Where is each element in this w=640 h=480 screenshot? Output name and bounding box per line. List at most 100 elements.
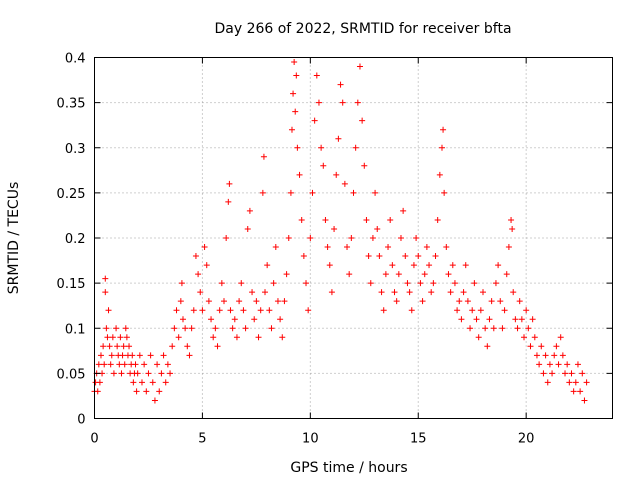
data-point <box>260 153 267 160</box>
data-point <box>147 352 154 359</box>
data-point <box>335 135 342 142</box>
data-point <box>212 325 219 332</box>
data-point <box>129 352 136 359</box>
data-point <box>133 388 140 395</box>
data-point <box>190 307 197 314</box>
data-point <box>171 325 178 332</box>
data-point <box>333 171 340 178</box>
data-point <box>406 289 413 296</box>
data-point <box>553 343 560 350</box>
data-point <box>113 325 120 332</box>
data-point <box>104 334 111 341</box>
data-point <box>324 244 331 251</box>
data-point <box>106 343 113 350</box>
data-point <box>117 334 124 341</box>
data-point <box>469 307 476 314</box>
data-point <box>188 325 195 332</box>
x-tick-label: 0 <box>90 432 98 447</box>
data-point <box>173 307 180 314</box>
data-point <box>352 144 359 151</box>
data-point <box>262 289 269 296</box>
y-tick-label: 0.3 <box>65 142 86 157</box>
data-point <box>417 280 424 287</box>
data-point <box>281 298 288 305</box>
data-point <box>449 262 456 269</box>
data-point <box>221 298 227 305</box>
data-point <box>359 117 366 124</box>
data-point <box>467 325 474 332</box>
data-point <box>122 325 129 332</box>
data-point <box>438 144 445 151</box>
data-point <box>244 225 251 232</box>
data-point <box>551 352 558 359</box>
x-tick-label: 20 <box>518 432 535 447</box>
data-point <box>236 298 243 305</box>
y-tick-labels: 0 0.05 0.1 0.15 0.2 0.25 0.3 0.35 0.4 <box>57 52 86 428</box>
data-point <box>231 316 238 323</box>
data-point <box>107 361 114 368</box>
data-point <box>216 307 223 314</box>
data-point <box>492 280 499 287</box>
data-point <box>105 307 112 314</box>
data-point <box>100 343 107 350</box>
data-point <box>430 280 437 287</box>
data-point <box>313 72 320 79</box>
data-point <box>130 379 137 386</box>
data-point <box>226 180 233 187</box>
data-point <box>458 316 465 323</box>
data-point <box>283 271 290 278</box>
data-point <box>441 189 448 196</box>
data-point <box>380 307 387 314</box>
data-point <box>307 235 314 241</box>
data-point <box>201 244 208 251</box>
data-point <box>341 180 348 187</box>
data-point <box>184 343 191 350</box>
data-point <box>361 162 368 169</box>
data-point <box>227 307 234 314</box>
data-point <box>238 280 245 287</box>
data-point <box>536 361 543 368</box>
data-point <box>102 289 109 296</box>
data-point <box>178 280 185 287</box>
data-point <box>154 361 161 368</box>
data-point <box>445 271 452 278</box>
y-tick-label: 0.1 <box>65 322 86 337</box>
data-point <box>363 216 370 223</box>
data-point <box>175 334 182 341</box>
data-point <box>391 289 398 296</box>
y-axis-label: SRMTID / TECUs <box>6 182 22 295</box>
data-point <box>339 99 346 106</box>
data-point <box>376 253 383 260</box>
data-point <box>477 307 484 314</box>
data-point <box>421 271 428 278</box>
data-point <box>568 370 575 377</box>
data-point <box>402 253 409 260</box>
data-point <box>378 289 385 296</box>
data-point <box>320 162 327 169</box>
data-point <box>570 388 577 395</box>
data-point <box>132 361 139 368</box>
data-point <box>348 235 355 241</box>
data-point <box>510 289 517 296</box>
data-point <box>451 280 458 287</box>
data-point <box>136 352 143 359</box>
data-point <box>116 361 123 368</box>
data-point <box>164 361 171 368</box>
data-point <box>279 334 286 341</box>
data-point <box>223 235 230 241</box>
data-point <box>156 388 163 395</box>
data-point <box>456 298 463 305</box>
data-point <box>96 379 103 386</box>
data-point <box>542 352 549 359</box>
data-point <box>583 379 590 386</box>
data-point <box>94 388 101 395</box>
data-point <box>562 370 569 377</box>
data-point <box>350 189 357 196</box>
data-point <box>287 189 294 196</box>
data-point <box>102 275 109 282</box>
y-tick-label: 0.05 <box>57 367 86 382</box>
data-point <box>225 198 232 205</box>
data-point <box>525 325 532 332</box>
data-point <box>480 289 486 296</box>
data-point <box>126 343 133 350</box>
